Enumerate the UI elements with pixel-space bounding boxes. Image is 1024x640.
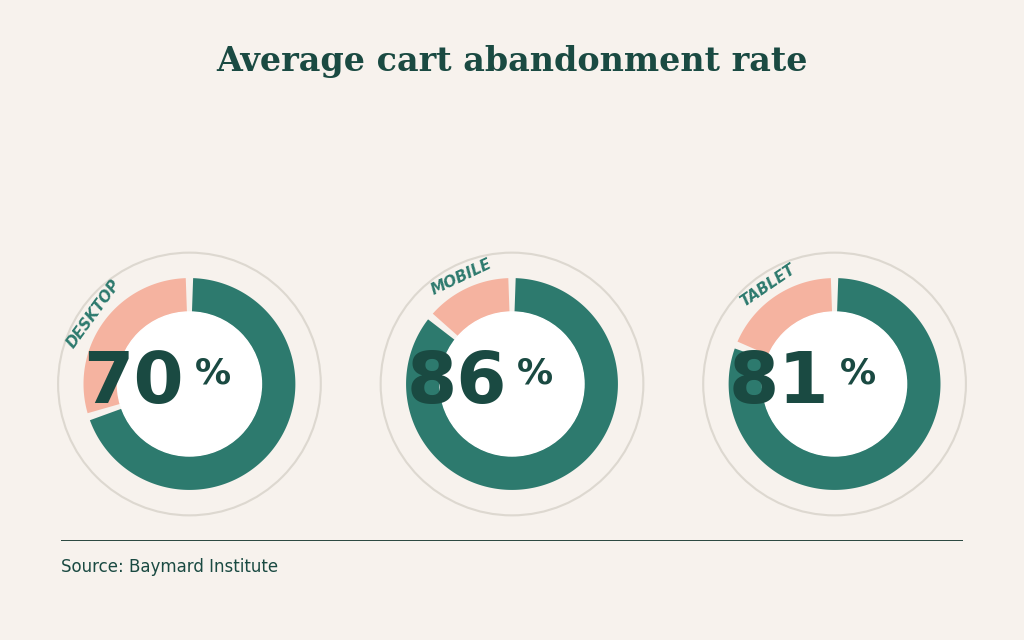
Polygon shape [737, 278, 833, 355]
Text: Source: Baymard Institute: Source: Baymard Institute [61, 558, 279, 576]
Text: TABLET: TABLET [737, 262, 798, 310]
Text: %: % [840, 356, 876, 390]
Circle shape [440, 312, 584, 456]
Circle shape [380, 252, 644, 516]
Circle shape [118, 312, 261, 456]
Text: 81: 81 [729, 349, 829, 419]
Text: 70: 70 [83, 349, 184, 419]
Polygon shape [407, 278, 617, 490]
Circle shape [382, 253, 642, 515]
Polygon shape [729, 278, 940, 490]
Text: MOBILE: MOBILE [429, 256, 495, 298]
Polygon shape [433, 278, 510, 336]
Polygon shape [90, 278, 295, 490]
Text: %: % [195, 356, 230, 390]
Text: 86: 86 [407, 349, 507, 419]
Text: Average cart abandonment rate: Average cart abandonment rate [216, 45, 808, 78]
Text: DESKTOP: DESKTOP [63, 277, 123, 351]
Circle shape [702, 252, 967, 516]
Circle shape [705, 253, 965, 515]
Polygon shape [84, 278, 187, 413]
Circle shape [763, 312, 906, 456]
Text: %: % [517, 356, 553, 390]
Circle shape [57, 252, 322, 516]
Circle shape [59, 253, 319, 515]
